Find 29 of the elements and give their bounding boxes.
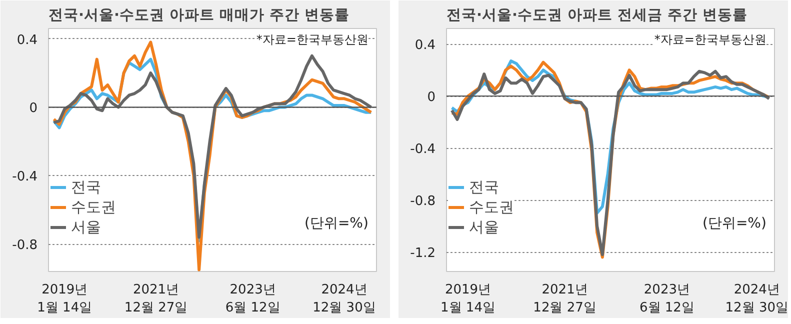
y-tick-label: -0.4 [12, 170, 38, 185]
y-tick-label: -0.4 [410, 142, 436, 158]
x-tick-label: 2021년 12월 27일 [533, 282, 596, 316]
y-tick-label: -0.8 [410, 194, 436, 210]
x-tick-label: 2019년 1월 14일 [440, 282, 496, 316]
legend-label: 서울 [469, 218, 499, 236]
annotation: *자료=한국부동산원 [654, 32, 766, 46]
legend-label: 수도권 [71, 198, 116, 216]
x-tick-label: 2019년 1월 14일 [37, 282, 92, 316]
annotation: *자료=한국부동산원 [256, 32, 368, 46]
chart-title: 전국·서울·수도권 아파트 전세금 주간 변동률 [446, 8, 748, 24]
x-tick-label: 2024년 12월 30일 [312, 282, 376, 316]
y-tick-label: -0.8 [12, 238, 38, 254]
legend-label: 수도권 [469, 198, 514, 216]
legend-label: 전국 [71, 178, 101, 196]
x-tick-label: 2023년 6월 12일 [225, 282, 280, 316]
chart-title: 전국·서울·수도권 아파트 매매가 주간 변동률 [48, 8, 350, 24]
annotation: (단위=%) [702, 216, 766, 232]
y-tick-label: 0 [29, 101, 38, 116]
y-tick-label: -1.2 [410, 246, 436, 262]
x-tick-label: 2021년 12월 27일 [124, 282, 188, 316]
y-tick-label: 0.4 [16, 32, 38, 48]
legend-label: 전국 [469, 178, 499, 196]
legend-label: 서울 [71, 218, 101, 236]
annotation: (단위=%) [304, 216, 368, 232]
x-tick-label: 2023년 6월 12일 [639, 282, 694, 316]
y-tick-label: 0 [427, 90, 436, 106]
y-tick-label: 0.4 [414, 38, 436, 54]
x-tick-label: 2024년 12월 30일 [725, 282, 788, 316]
